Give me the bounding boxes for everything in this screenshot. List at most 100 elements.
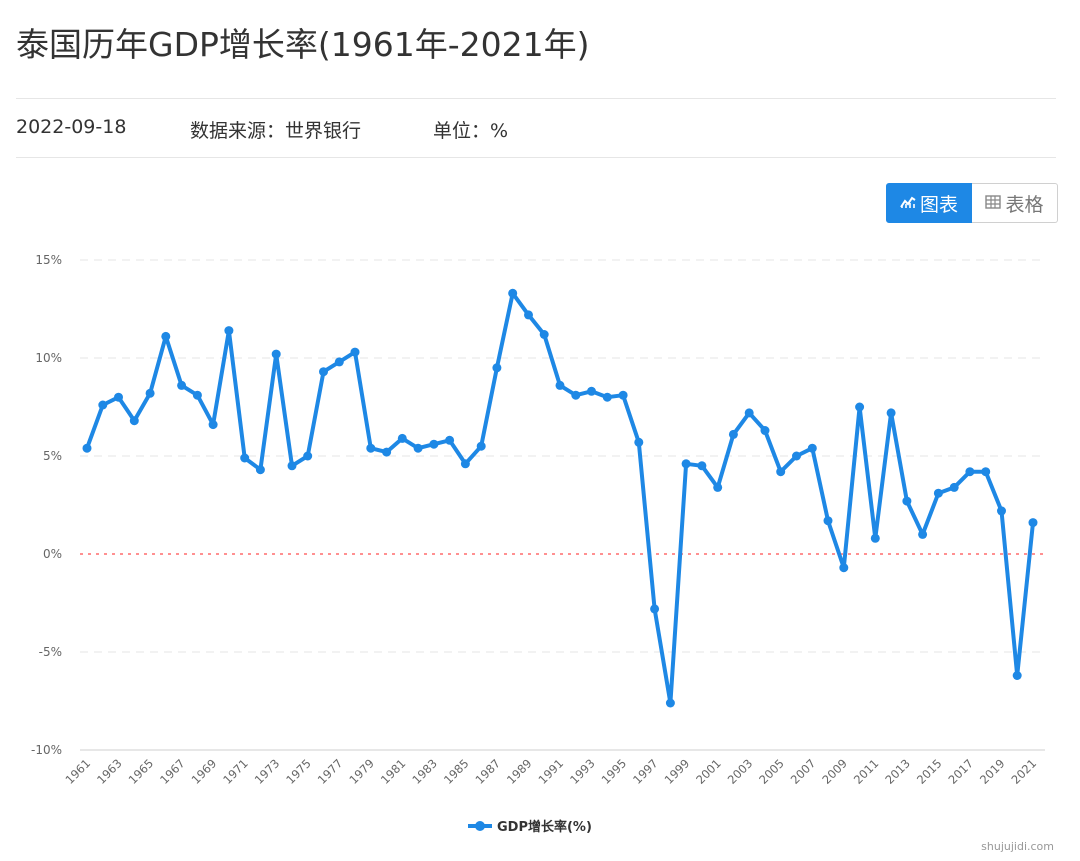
legend[interactable]: GDP增长率(%) <box>468 819 592 835</box>
data-point[interactable] <box>114 392 123 402</box>
data-point[interactable] <box>98 400 108 410</box>
data-point[interactable] <box>744 408 754 418</box>
data-point[interactable] <box>713 482 723 492</box>
data-point[interactable] <box>224 326 234 336</box>
data-point[interactable] <box>665 698 675 708</box>
x-tick-label: 1963 <box>94 756 125 787</box>
legend-label: GDP增长率(%) <box>497 819 592 835</box>
data-point[interactable] <box>839 563 849 573</box>
data-point[interactable] <box>161 331 171 341</box>
data-point[interactable] <box>823 516 833 526</box>
data-point[interactable] <box>82 443 92 453</box>
data-point[interactable] <box>319 367 328 377</box>
y-axis-ticks: -10% -5% 0% 5% 10% 15% <box>31 253 62 757</box>
data-point[interactable] <box>571 390 581 400</box>
data-source: 数据来源：世界银行 <box>190 120 362 142</box>
x-tick-label: 1969 <box>189 756 220 787</box>
view-toggle: 图表 表格 <box>886 183 1058 223</box>
data-point[interactable] <box>192 390 202 400</box>
x-tick-label: 2005 <box>756 756 787 787</box>
x-tick-label: 1983 <box>409 756 440 787</box>
data-point[interactable] <box>208 420 218 430</box>
data-point[interactable] <box>997 506 1006 516</box>
data-point[interactable] <box>760 426 770 435</box>
data-point[interactable] <box>1012 671 1022 680</box>
data-point[interactable] <box>697 461 707 471</box>
chart-view-label: 图表 <box>919 193 958 216</box>
x-tick-label: 1973 <box>252 756 283 787</box>
data-point[interactable] <box>350 347 360 357</box>
data-point[interactable] <box>334 357 344 367</box>
data-point[interactable] <box>1028 518 1038 528</box>
data-point[interactable] <box>177 380 187 390</box>
data-point[interactable] <box>524 310 533 320</box>
x-tick-label: 2009 <box>819 756 850 787</box>
data-point[interactable] <box>287 461 297 471</box>
x-tick-label: 1995 <box>599 756 630 787</box>
x-tick-label: 1991 <box>536 756 567 787</box>
x-tick-label: 2021 <box>1009 756 1040 787</box>
unit-label: 单位：% <box>433 120 509 142</box>
page-title: 泰国历年GDP增长率(1961年-2021年) <box>16 25 590 64</box>
x-tick-label: 1993 <box>567 756 598 787</box>
x-tick-label: 1971 <box>220 756 251 787</box>
chart-view-button[interactable]: 图表 <box>886 183 972 223</box>
data-point[interactable] <box>949 482 959 492</box>
data-point[interactable] <box>618 390 628 400</box>
data-point[interactable] <box>366 443 376 453</box>
data-point[interactable] <box>870 533 880 543</box>
data-point[interactable] <box>855 402 865 412</box>
x-tick-label: 2011 <box>851 756 882 787</box>
data-point[interactable] <box>397 433 407 443</box>
x-tick-label: 1987 <box>472 756 503 787</box>
y-tick-label: 0% <box>43 547 62 561</box>
data-point[interactable] <box>555 380 565 390</box>
data-point[interactable] <box>807 443 817 453</box>
x-tick-label: 1979 <box>346 756 377 787</box>
x-tick-label: 2001 <box>693 756 724 787</box>
x-tick-label: 2019 <box>977 756 1008 787</box>
data-point[interactable] <box>602 392 612 402</box>
data-point[interactable] <box>776 467 786 477</box>
grid-lines <box>80 259 1045 751</box>
data-point[interactable] <box>650 604 660 614</box>
table-view-label: 表格 <box>1005 193 1044 216</box>
data-point[interactable] <box>445 435 455 445</box>
data-point[interactable] <box>539 330 549 339</box>
data-point[interactable] <box>413 443 423 453</box>
data-point[interactable] <box>681 459 691 469</box>
data-point[interactable] <box>728 429 738 439</box>
data-point[interactable] <box>429 439 439 449</box>
x-tick-label: 1967 <box>157 756 188 787</box>
data-point[interactable] <box>886 408 896 418</box>
data-point[interactable] <box>508 288 518 298</box>
x-tick-label: 2003 <box>725 756 756 787</box>
data-point[interactable] <box>255 465 265 475</box>
data-point[interactable] <box>240 453 250 463</box>
x-tick-label: 1999 <box>662 756 693 787</box>
x-tick-label: 1989 <box>504 756 535 787</box>
line-chart-icon <box>900 192 920 214</box>
x-axis-ticks: 1961 1963 1965 1967 1969 1971 1973 1975 1977 1979… <box>63 756 1040 787</box>
data-point[interactable] <box>145 388 155 398</box>
data-point[interactable] <box>902 496 912 506</box>
data-point[interactable] <box>492 363 502 373</box>
data-point[interactable] <box>303 451 313 461</box>
table-view-button[interactable]: 表格 <box>972 183 1058 223</box>
data-point[interactable] <box>382 447 392 457</box>
divider-bottom <box>16 157 1056 158</box>
x-tick-label: 1975 <box>283 756 314 787</box>
data-point[interactable] <box>981 467 991 477</box>
data-point[interactable] <box>965 467 975 477</box>
data-point[interactable] <box>918 529 928 539</box>
y-tick-label: 5% <box>43 449 62 463</box>
gdp-growth-chart: -10%-5%0%5%10%15% 1961 1963 1965 1967 1969 19… <box>31 253 1045 835</box>
data-point[interactable] <box>476 441 486 451</box>
data-point[interactable] <box>792 451 801 461</box>
data-point[interactable] <box>460 459 470 469</box>
data-point[interactable] <box>271 349 281 359</box>
data-point[interactable] <box>634 437 644 447</box>
data-point[interactable] <box>933 488 943 498</box>
data-point[interactable] <box>129 416 139 426</box>
data-point[interactable] <box>587 386 596 396</box>
